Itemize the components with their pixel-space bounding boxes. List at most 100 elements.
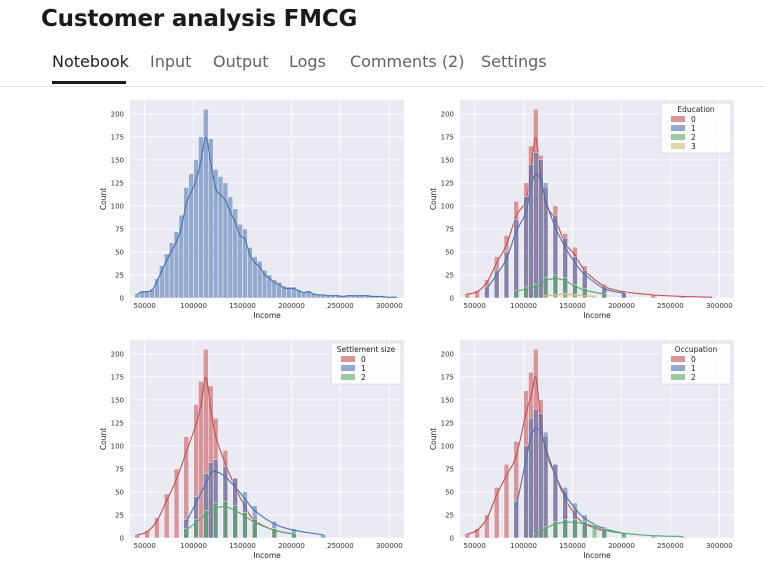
histogram-bar bbox=[552, 521, 559, 539]
y-tick-label: 25 bbox=[445, 511, 454, 519]
y-tick-label: 175 bbox=[111, 133, 124, 141]
legend-entry: 1 bbox=[691, 124, 696, 133]
histogram-bar bbox=[164, 493, 170, 539]
kde-line bbox=[535, 521, 683, 537]
y-tick-label: 150 bbox=[111, 156, 124, 164]
x-tick-label: 300000 bbox=[376, 542, 403, 550]
y-tick-label: 50 bbox=[115, 488, 124, 496]
x-tick-label: 200000 bbox=[278, 302, 305, 310]
tab-logs[interactable]: Logs bbox=[289, 52, 326, 71]
histogram-bar bbox=[464, 533, 470, 539]
histogram-bar bbox=[572, 519, 578, 539]
histogram-bar bbox=[582, 521, 588, 539]
histogram-bar bbox=[621, 532, 627, 539]
tab-output[interactable]: Output bbox=[213, 52, 269, 71]
y-tick-label: 75 bbox=[115, 465, 124, 473]
y-tick-label: 100 bbox=[441, 442, 454, 450]
kde-line bbox=[185, 470, 324, 536]
y-tick-label: 200 bbox=[441, 350, 454, 358]
legend-swatch bbox=[671, 356, 685, 362]
kde-line bbox=[467, 376, 605, 535]
legend-title: Settlement size bbox=[337, 345, 396, 354]
x-tick-label: 100000 bbox=[180, 302, 207, 310]
histogram-bar bbox=[552, 294, 559, 299]
tab-bar: Notebook Input Output Logs Comments (2) … bbox=[0, 46, 764, 87]
y-tick-label: 100 bbox=[111, 202, 124, 210]
legend-swatch bbox=[671, 116, 685, 122]
legend-swatch bbox=[671, 134, 685, 140]
histogram-bar bbox=[144, 530, 150, 539]
legend-entry: 1 bbox=[691, 364, 696, 373]
y-tick-label: 75 bbox=[445, 225, 454, 233]
y-tick-label: 125 bbox=[441, 179, 454, 187]
histogram-bar bbox=[621, 292, 627, 299]
tab-settings[interactable]: Settings bbox=[481, 52, 547, 71]
histogram-bar bbox=[134, 293, 140, 299]
y-tick-label: 75 bbox=[115, 225, 124, 233]
x-tick-label: 150000 bbox=[229, 302, 256, 310]
y-axis-label: Count bbox=[429, 188, 438, 210]
histogram-bar bbox=[494, 487, 500, 539]
kde-line bbox=[545, 293, 595, 297]
x-tick-label: 200000 bbox=[608, 302, 635, 310]
kde-line bbox=[516, 277, 605, 295]
y-tick-label: 150 bbox=[111, 396, 124, 404]
histogram-bar bbox=[212, 502, 219, 539]
page-title: Customer analysis FMCG bbox=[41, 6, 358, 32]
x-tick-label: 100000 bbox=[510, 302, 537, 310]
y-tick-label: 100 bbox=[441, 202, 454, 210]
y-tick-label: 175 bbox=[441, 133, 454, 141]
y-tick-label: 25 bbox=[115, 271, 124, 279]
histogram-bar bbox=[232, 505, 238, 539]
y-tick-label: 0 bbox=[450, 295, 454, 303]
x-tick-label: 50000 bbox=[464, 542, 486, 550]
histogram-bar bbox=[533, 283, 539, 299]
legend-entry: 3 bbox=[691, 142, 696, 151]
legend-swatch bbox=[341, 374, 355, 380]
legend-title: Education bbox=[677, 105, 715, 114]
x-tick-label: 50000 bbox=[134, 542, 156, 550]
y-tick-label: 150 bbox=[441, 156, 454, 164]
y-tick-label: 175 bbox=[111, 373, 124, 381]
legend-swatch bbox=[341, 356, 355, 362]
histogram-bar bbox=[484, 286, 490, 299]
x-tick-label: 300000 bbox=[706, 302, 733, 310]
histogram-bar bbox=[183, 528, 189, 539]
histogram-bar bbox=[484, 514, 490, 539]
histogram-bar bbox=[494, 270, 500, 299]
legend-entry: 0 bbox=[691, 355, 696, 364]
x-tick-label: 250000 bbox=[327, 542, 354, 550]
y-tick-label: 50 bbox=[115, 248, 124, 256]
legend-entry: 0 bbox=[691, 115, 696, 124]
histogram-bar bbox=[222, 500, 229, 539]
histogram-bar bbox=[513, 290, 519, 299]
y-tick-label: 25 bbox=[115, 511, 124, 519]
y-tick-label: 200 bbox=[111, 110, 124, 118]
legend-entry: 2 bbox=[691, 133, 696, 142]
legend-swatch bbox=[671, 125, 685, 131]
histogram-bar bbox=[291, 533, 297, 539]
histogram-bar bbox=[173, 468, 180, 539]
tab-notebook[interactable]: Notebook bbox=[52, 52, 129, 71]
tab-comments[interactable]: Comments (2) bbox=[350, 52, 465, 71]
histogram-bar bbox=[252, 519, 258, 539]
histogram-bar bbox=[513, 500, 519, 539]
chart-income-distribution: 0 25 50 75 100 125 150 175 200 50000 100000 150000 2… bbox=[99, 100, 404, 320]
x-tick-label: 50000 bbox=[464, 302, 486, 310]
y-tick-label: 50 bbox=[445, 488, 454, 496]
histogram-bar bbox=[601, 293, 607, 299]
kde-line bbox=[486, 173, 625, 294]
histogram-bar bbox=[464, 293, 470, 299]
histogram-bar bbox=[562, 293, 568, 299]
legend-entry: 2 bbox=[361, 373, 366, 382]
x-axis-label: Income bbox=[583, 551, 611, 560]
histogram-bar bbox=[572, 294, 578, 299]
histogram-bar bbox=[503, 251, 510, 299]
histogram-bar bbox=[650, 294, 656, 299]
histogram-bar bbox=[562, 519, 568, 539]
x-tick-label: 100000 bbox=[180, 542, 207, 550]
histogram-bar bbox=[271, 528, 277, 539]
x-tick-label: 250000 bbox=[657, 542, 684, 550]
tab-input[interactable]: Input bbox=[150, 52, 192, 71]
x-tick-label: 200000 bbox=[608, 542, 635, 550]
